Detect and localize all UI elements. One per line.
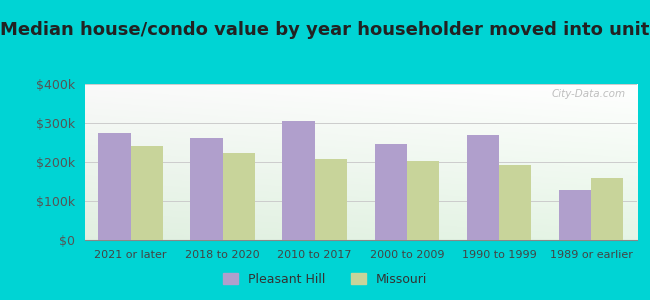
Bar xyxy=(374,144,407,240)
Bar xyxy=(407,161,439,240)
Bar xyxy=(131,146,162,240)
Text: City-Data.com: City-Data.com xyxy=(552,89,626,99)
Bar xyxy=(315,159,347,240)
Bar xyxy=(283,121,315,240)
Legend: Pleasant Hill, Missouri: Pleasant Hill, Missouri xyxy=(218,268,432,291)
Bar xyxy=(499,165,531,240)
Bar xyxy=(591,178,623,240)
Bar xyxy=(222,153,255,240)
Bar xyxy=(467,135,499,240)
Bar xyxy=(559,190,591,240)
Bar xyxy=(190,138,222,240)
Text: Median house/condo value by year householder moved into unit: Median house/condo value by year househo… xyxy=(0,21,650,39)
Bar xyxy=(98,133,131,240)
